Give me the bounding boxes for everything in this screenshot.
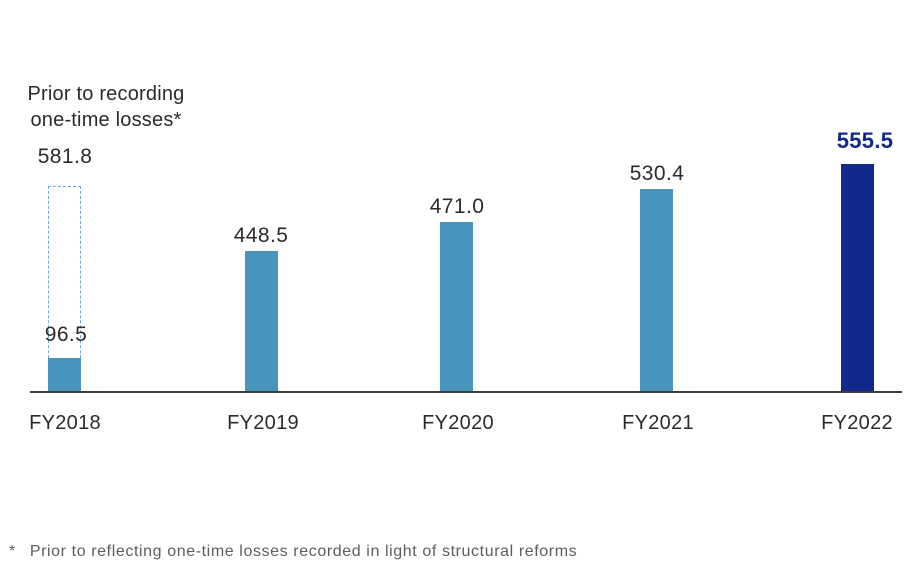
x-axis-line xyxy=(30,391,902,393)
annotation-line1: Prior to recording xyxy=(27,83,185,105)
x-label-fy2020: FY2020 xyxy=(422,412,494,434)
value-label-fy2022: 555.5 xyxy=(836,128,894,153)
value-label-fy2021: 530.4 xyxy=(629,162,685,185)
footnote-asterisk: * xyxy=(9,543,16,560)
annotation-line2: one-time losses* xyxy=(30,109,182,131)
bar-fy2018 xyxy=(48,358,81,393)
footnote-text: Prior to reflecting one-time losses reco… xyxy=(29,543,578,560)
ghost-bar-value-label: 581.8 xyxy=(37,145,93,168)
x-label-fy2018: FY2018 xyxy=(29,412,101,434)
footnote: * Prior to reflecting one-time losses rec… xyxy=(9,543,577,561)
bar-fy2022 xyxy=(841,164,874,393)
value-label-fy2019: 448.5 xyxy=(233,224,289,247)
ghost-bar-annotation: Prior to recording one-time losses* xyxy=(0,81,212,133)
value-label-fy2018: 96.5 xyxy=(44,323,88,346)
bar-fy2021 xyxy=(640,189,673,393)
x-label-fy2021: FY2021 xyxy=(622,412,694,434)
x-label-fy2019: FY2019 xyxy=(227,412,299,434)
bar-fy2019 xyxy=(245,251,278,393)
bar-fy2020 xyxy=(440,222,473,393)
x-label-fy2022: FY2022 xyxy=(821,412,893,434)
value-label-fy2020: 471.0 xyxy=(429,195,485,218)
